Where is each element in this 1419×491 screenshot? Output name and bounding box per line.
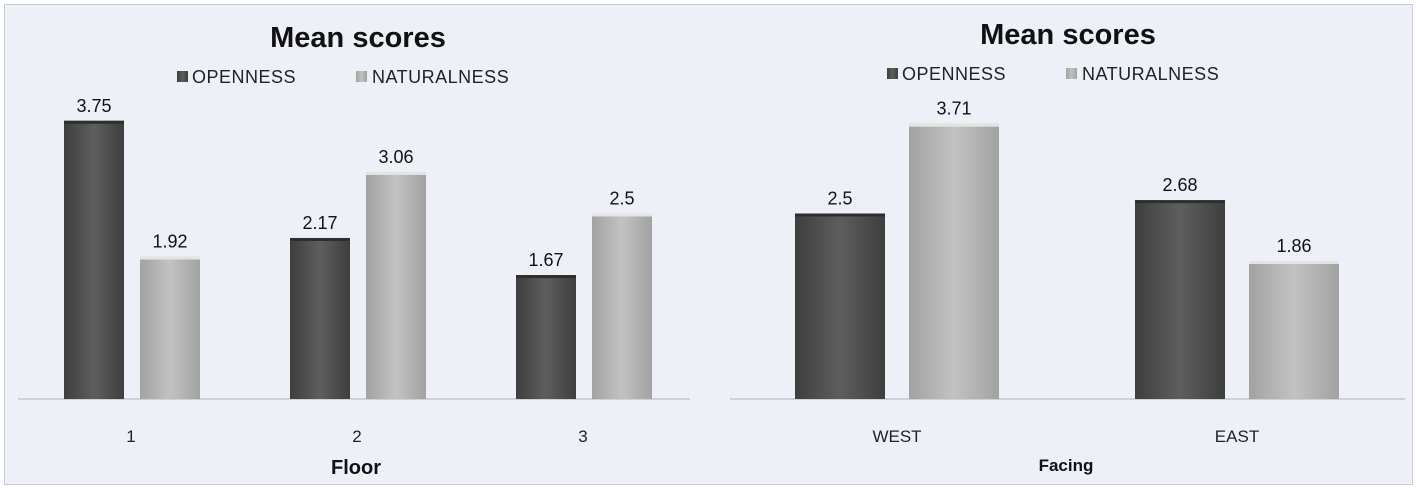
chart2-data-label-openness: 2.5 xyxy=(827,189,852,209)
chart2-data-label-naturalness: 1.86 xyxy=(1276,236,1311,256)
chart2-bar-cap-openness xyxy=(1135,200,1225,204)
chart1-bar-cap-naturalness xyxy=(366,171,426,175)
chart1-bar-cap-openness xyxy=(516,275,576,279)
chart2-bar-cap-naturalness xyxy=(909,123,999,127)
chart2-data-label-openness: 2.68 xyxy=(1162,175,1197,195)
chart2-legend-naturalness-swatch xyxy=(1066,68,1077,79)
chart1-bar-naturalness xyxy=(140,256,200,399)
chart1-bar-cap-naturalness xyxy=(592,213,652,217)
chart1-legend-naturalness-label: NATURALNESS xyxy=(372,67,509,87)
chart2-tick-label: EAST xyxy=(1215,427,1259,446)
chart1-plot-area: 1 3.75 1.92 2 2.17 3.06 3 1.67 2.5 xyxy=(64,96,652,446)
chart1-bar-openness xyxy=(516,275,576,399)
chart2-legend-naturalness-label: NATURALNESS xyxy=(1082,64,1219,84)
chart1-data-label-openness: 2.17 xyxy=(302,213,337,233)
chart2-plot-area: WEST 2.5 3.71 EAST 2.68 1.86 xyxy=(795,99,1339,446)
chart2-x-axis-label: Facing xyxy=(1039,456,1094,475)
chart1-bar-cap-openness xyxy=(64,120,124,124)
chart1-data-label-openness: 3.75 xyxy=(76,96,111,116)
chart1-x-axis-label: Floor xyxy=(331,457,381,479)
chart1-bar-openness xyxy=(64,120,124,399)
chart1-data-label-naturalness: 2.5 xyxy=(609,189,634,209)
chart2-bar-openness xyxy=(1135,200,1225,399)
chart2-tick-label: WEST xyxy=(872,427,921,446)
chart1-legend-openness-swatch xyxy=(177,71,188,82)
chart2-bar-naturalness xyxy=(909,123,999,399)
chart2-bar-openness xyxy=(795,213,885,399)
chart1-tick-label: 2 xyxy=(352,427,361,446)
chart1-bar-cap-openness xyxy=(290,237,350,241)
chart1-data-label-naturalness: 3.06 xyxy=(378,147,413,167)
chart1-bar-naturalness xyxy=(592,213,652,399)
chart1-legend-openness-label: OPENNESS xyxy=(192,67,296,87)
chart1-bar-naturalness xyxy=(366,171,426,399)
chart1-data-label-naturalness: 1.92 xyxy=(152,232,187,252)
chart2-data-label-naturalness: 3.71 xyxy=(936,99,971,119)
chart2-title: Mean scores xyxy=(980,19,1156,51)
chart1-bar-cap-naturalness xyxy=(140,256,200,260)
chart2-bar-naturalness xyxy=(1249,260,1339,399)
chart1-data-label-openness: 1.67 xyxy=(528,250,563,270)
chart1-tick-label: 3 xyxy=(578,427,587,446)
chart1-bar-openness xyxy=(290,237,350,399)
chart1-tick-label: 1 xyxy=(126,427,135,446)
chart1-title: Mean scores xyxy=(270,22,446,54)
chart2-bar-cap-naturalness xyxy=(1249,260,1339,264)
chart2-bar-cap-openness xyxy=(795,213,885,217)
chart2-legend-openness-swatch xyxy=(887,68,898,79)
chart1-legend-naturalness-swatch xyxy=(356,71,367,82)
chart2-legend-openness-label: OPENNESS xyxy=(902,64,1006,84)
